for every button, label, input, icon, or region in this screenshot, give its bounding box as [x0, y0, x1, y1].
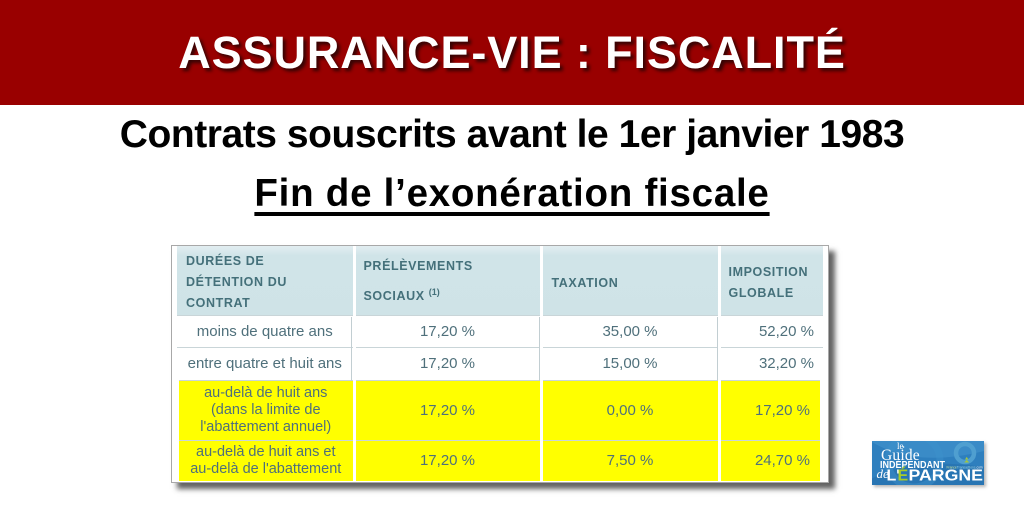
svg-text:de: de	[877, 466, 890, 481]
svg-text:L': L'	[887, 468, 901, 485]
svg-text:É: É	[898, 466, 909, 485]
svg-text:PARGNE: PARGNE	[909, 468, 984, 485]
svg-text:FranceTransactions.com: FranceTransactions.com	[947, 466, 983, 470]
svg-text:Guide: Guide	[881, 447, 920, 464]
svg-text:le: le	[897, 441, 904, 451]
svg-text:INDÉPENDANT: INDÉPENDANT	[880, 458, 945, 471]
